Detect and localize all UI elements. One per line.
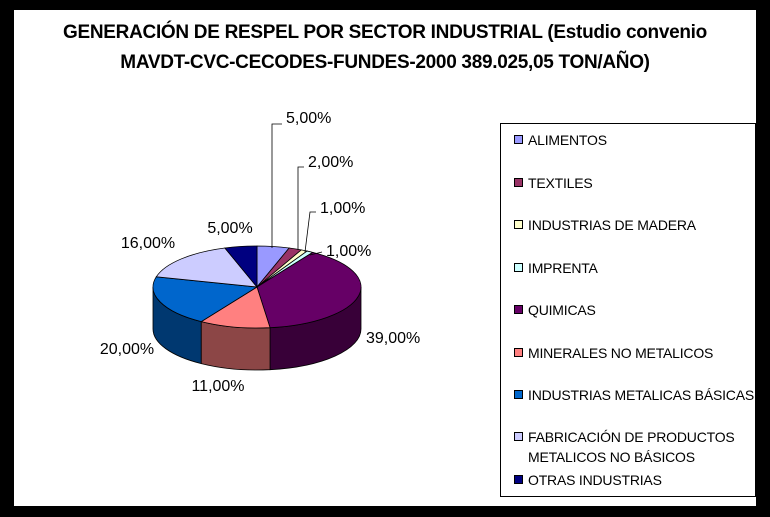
pie-slice-8: [224, 245, 258, 289]
chart-title-line-2: MAVDT-CVC-CECODES-FUNDES-2000 389.025,05…: [120, 52, 650, 73]
data-label-6: 20,00%: [100, 341, 154, 358]
legend-label: FABRICACIÓN DE PRODUCTOS METALICOS NO BÁ…: [528, 429, 735, 465]
leader-line-2: [304, 211, 316, 253]
legend-label: INDUSTRIAS DE MADERA: [528, 217, 696, 233]
legend-swatch: [514, 220, 523, 229]
pie-slice-4: [256, 251, 362, 329]
pie-slice-7: [155, 247, 258, 288]
legend-swatch: [514, 305, 523, 314]
legend-label: IMPRENTA: [528, 260, 598, 276]
legend-label: INDUSTRIAS METALICAS BÁSICAS: [528, 387, 754, 403]
legend-swatch: [514, 348, 523, 357]
leader-line-3: [309, 251, 323, 256]
legend-swatch: [514, 475, 523, 484]
legend-item: QUIMICAS: [514, 300, 754, 320]
data-label-1: 2,00%: [308, 154, 353, 171]
legend-swatch: [514, 390, 523, 399]
chart-title: GENERACIÓN DE RESPEL POR SECTOR INDUSTRI…: [0, 18, 770, 78]
pie-tops: [152, 245, 362, 329]
chart-legend: ALIMENTOS TEXTILES INDUSTRIAS DE MADERA IMP…: [500, 123, 756, 497]
data-label-4: 39,00%: [366, 330, 420, 347]
legend-swatch: [514, 432, 523, 441]
legend-item: INDUSTRIAS METALICAS BÁSICAS: [514, 385, 754, 405]
leader-line-1: [297, 166, 304, 250]
data-label-0: 5,00%: [286, 110, 331, 127]
legend-label: TEXTILES: [528, 175, 593, 191]
data-labels: 5,00% 2,00% 1,00% 1,00% 39,00% 11,00% 20,00% 16…: [100, 110, 420, 395]
legend-swatch: [514, 135, 523, 144]
legend-item: OTRAS INDUSTRIAS: [514, 470, 754, 490]
legend-item: INDUSTRIAS DE MADERA: [514, 215, 754, 235]
legend-swatch: [514, 263, 523, 272]
legend-label: MINERALES NO METALICOS: [528, 345, 714, 361]
data-label-3: 1,00%: [326, 243, 371, 260]
legend-label: QUIMICAS: [528, 302, 596, 318]
pie-slice-5: [200, 286, 271, 329]
legend-item: MINERALES NO METALICOS: [514, 343, 754, 363]
legend-item: FABRICACIÓN DE PRODUCTOS METALICOS NO BÁ…: [514, 427, 754, 467]
data-label-2: 1,00%: [320, 200, 365, 217]
legend-item: TEXTILES: [514, 173, 754, 193]
legend-label: OTRAS INDUSTRIAS: [528, 472, 662, 488]
pie-sides: [152, 286, 362, 371]
legend-item: ALIMENTOS: [514, 130, 754, 150]
chart-title-line-1: GENERACIÓN DE RESPEL POR SECTOR INDUSTRI…: [63, 22, 707, 43]
legend-item: IMPRENTA: [514, 258, 754, 278]
leader-line-0: [271, 123, 282, 248]
pie-slice-6: [152, 276, 259, 323]
data-label-5: 11,00%: [191, 378, 244, 395]
legend-label: ALIMENTOS: [528, 132, 607, 148]
legend-swatch: [514, 178, 523, 187]
data-label-7: 16,00%: [121, 235, 175, 252]
pie-slice-side-5: [200, 321, 271, 371]
data-label-8: 5,00%: [207, 220, 252, 237]
